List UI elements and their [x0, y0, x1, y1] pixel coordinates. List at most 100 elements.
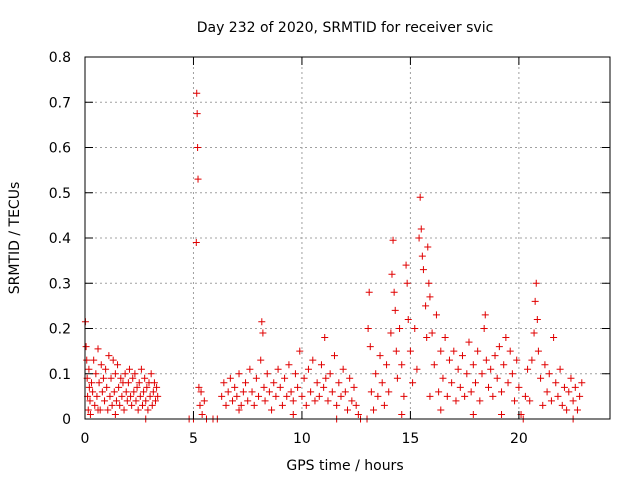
data-point	[94, 345, 102, 353]
data-point	[513, 356, 521, 364]
y-tick-label: 0.6	[49, 141, 71, 157]
data-point	[426, 392, 434, 400]
data-point	[454, 365, 462, 373]
data-point	[391, 306, 399, 314]
data-point	[521, 392, 529, 400]
data-point	[231, 383, 239, 391]
data-point	[390, 288, 398, 296]
data-point	[122, 388, 130, 396]
data-point	[224, 388, 232, 396]
data-point	[563, 406, 571, 414]
data-point	[337, 392, 345, 400]
data-point	[115, 383, 123, 391]
data-point	[88, 379, 96, 387]
data-point	[194, 144, 202, 151]
chart-title: Day 232 of 2020, SRMTID for receiver svi…	[197, 20, 494, 36]
data-point	[229, 397, 237, 405]
data-point	[346, 374, 354, 382]
data-point	[102, 365, 110, 373]
data-point	[330, 352, 338, 360]
data-point	[388, 270, 396, 278]
data-point	[105, 352, 113, 360]
data-point	[545, 370, 553, 378]
data-point	[448, 379, 456, 387]
data-point	[125, 365, 133, 373]
data-point	[409, 379, 417, 387]
data-point	[539, 401, 547, 409]
data-point	[137, 365, 145, 373]
data-point	[111, 410, 119, 418]
data-point	[326, 370, 334, 378]
data-point	[439, 374, 447, 382]
data-point	[487, 365, 495, 373]
data-point	[98, 388, 106, 396]
data-point	[478, 370, 486, 378]
x-tick-label: 20	[510, 431, 528, 447]
data-point	[82, 343, 90, 351]
y-tick-label: 0.3	[49, 276, 71, 292]
data-point	[298, 392, 306, 400]
data-point	[194, 175, 202, 183]
data-point	[90, 356, 98, 364]
x-tick-label: 0	[81, 431, 90, 447]
data-point	[133, 383, 141, 391]
data-point	[233, 392, 241, 400]
data-point	[378, 379, 386, 387]
data-point	[322, 374, 330, 382]
data-point	[147, 370, 155, 378]
data-point	[272, 392, 280, 400]
data-point	[456, 383, 464, 391]
data-point	[127, 392, 135, 400]
data-point	[265, 388, 273, 396]
data-point	[437, 347, 445, 355]
data-point	[372, 370, 380, 378]
data-point	[528, 356, 536, 364]
data-point	[576, 392, 584, 400]
data-point	[128, 401, 136, 409]
data-point	[339, 365, 347, 373]
data-point	[132, 397, 140, 405]
data-point	[142, 397, 150, 405]
data-point	[333, 401, 341, 409]
data-point	[461, 392, 469, 400]
data-point	[463, 370, 471, 378]
data-point	[418, 252, 426, 260]
data-point	[109, 356, 117, 364]
data-point	[242, 379, 250, 387]
data-point	[112, 397, 120, 405]
data-point	[558, 401, 566, 409]
data-point	[95, 379, 103, 387]
data-point	[348, 397, 356, 405]
data-point	[534, 347, 542, 355]
data-point	[400, 392, 408, 400]
data-point	[320, 383, 328, 391]
y-axis-label: SRMTID / TECUs	[7, 182, 23, 295]
data-point	[524, 365, 532, 373]
data-point	[252, 374, 260, 382]
data-point	[389, 236, 397, 244]
y-tick-label: 0.1	[49, 367, 71, 383]
data-point	[274, 365, 282, 373]
data-point	[480, 325, 488, 332]
data-point	[335, 379, 343, 387]
data-point	[554, 392, 562, 400]
data-point	[506, 347, 514, 355]
data-point	[261, 397, 269, 405]
data-point	[396, 325, 404, 332]
data-point	[134, 406, 142, 414]
data-point	[149, 388, 157, 396]
data-point	[196, 401, 204, 409]
data-point	[481, 311, 489, 319]
data-point	[502, 334, 510, 342]
axis-ticks: 0 0.1 0.2 0.3 0.4 0.5 0.6 0.7 0.8 0 5 10 15 20	[49, 50, 610, 447]
data-point	[144, 406, 152, 414]
data-point	[471, 379, 479, 387]
data-point	[393, 374, 401, 382]
data-point	[117, 374, 125, 382]
data-point	[441, 334, 449, 342]
data-point	[304, 365, 312, 373]
data-point	[425, 279, 433, 287]
data-point	[411, 325, 419, 332]
data-point	[154, 392, 162, 400]
data-point	[402, 261, 410, 269]
